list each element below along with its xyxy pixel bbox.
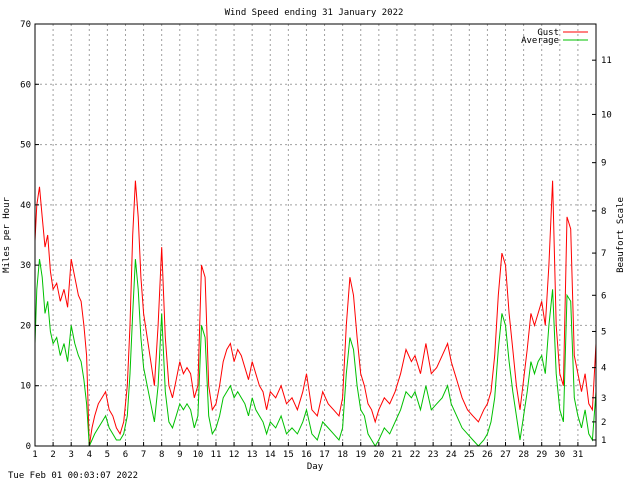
x-tick-label: 6 [123,450,128,460]
x-tick-label: 13 [247,450,258,460]
x-tick-label: 1 [32,450,37,460]
x-tick-label: 11 [211,450,222,460]
x-tick-label: 25 [464,450,475,460]
y-tick-label: 70 [20,20,31,30]
x-tick-label: 22 [410,450,421,460]
beaufort-tick-label: 8 [601,207,606,217]
beaufort-tick-label: 2 [601,418,606,428]
beaufort-tick-label: 4 [601,364,606,374]
x-tick-label: 7 [141,450,146,460]
x-tick-label: 15 [283,450,294,460]
x-tick-label: 5 [105,450,110,460]
legend-label-gust: Gust [537,28,559,38]
x-tick-label: 3 [68,450,73,460]
beaufort-tick-label: 10 [601,110,612,120]
beaufort-tick-label: 6 [601,291,606,301]
series-line-gust [34,180,597,447]
x-tick-label: 29 [536,450,547,460]
y-tick-label: 50 [20,141,31,151]
y-tick-label: 20 [20,321,31,331]
x-tick-label: 8 [159,450,164,460]
y-axis-ticks: 0 10 20 30 40 50 60 70 [20,20,39,452]
x-tick-label: 16 [301,450,312,460]
beaufort-tick-label: 1 [601,436,606,446]
x-tick-label: 9 [177,450,182,460]
footer-timestamp: Tue Feb 01 00:03:07 2022 [8,471,138,480]
x-axis-label: Day [307,462,324,472]
x-tick-label: 17 [319,450,330,460]
x-tick-label: 10 [192,450,203,460]
y-axis-label: Miles per Hour [2,196,12,272]
x-tick-label: 14 [265,450,276,460]
x-tick-label: 21 [392,450,403,460]
x-tick-label: 20 [373,450,384,460]
x-tick-label: 19 [355,450,366,460]
x-tick-label: 23 [428,450,439,460]
x-tick-label: 12 [229,450,240,460]
plot-frame [34,23,597,447]
x-tick-label: 2 [50,450,55,460]
x-tick-label: 24 [446,450,457,460]
series-line-average [34,259,597,447]
x-tick-label: 31 [572,450,583,460]
x-tick-label: 30 [554,450,565,460]
y2-axis-label: Beaufort Scale [616,197,626,273]
beaufort-tick-label: 9 [601,159,606,169]
beaufort-tick-label: 11 [601,56,612,66]
beaufort-tick-label: 7 [601,249,606,259]
chart-title: Wind Speed ending 31 January 2022 [225,8,404,18]
series-lines [34,180,597,447]
x-tick-label: 26 [482,450,493,460]
x-tick-label: 28 [518,450,529,460]
x-tick-label: 27 [500,450,511,460]
beaufort-tick-label: 3 [601,394,606,404]
beaufort-tick-label: 5 [601,327,606,337]
y-tick-label: 60 [20,80,31,90]
x-tick-label: 4 [87,450,92,460]
y-tick-label: 30 [20,261,31,271]
x-tick-label: 18 [337,450,348,460]
x-axis-ticks: 1 2 3 4 5 6 7 8 9 10 11 12 13 14 15 16 17 18 19 20 21 22 23 24 2… [32,442,583,460]
y-tick-label: 40 [20,201,31,211]
beaufort-axis-ticks: 1 2 3 4 5 6 7 8 9 10 11 [592,56,612,446]
legend-label-average: Average [521,36,559,46]
y-tick-label: 0 [26,442,31,452]
y-tick-label: 10 [20,382,31,392]
